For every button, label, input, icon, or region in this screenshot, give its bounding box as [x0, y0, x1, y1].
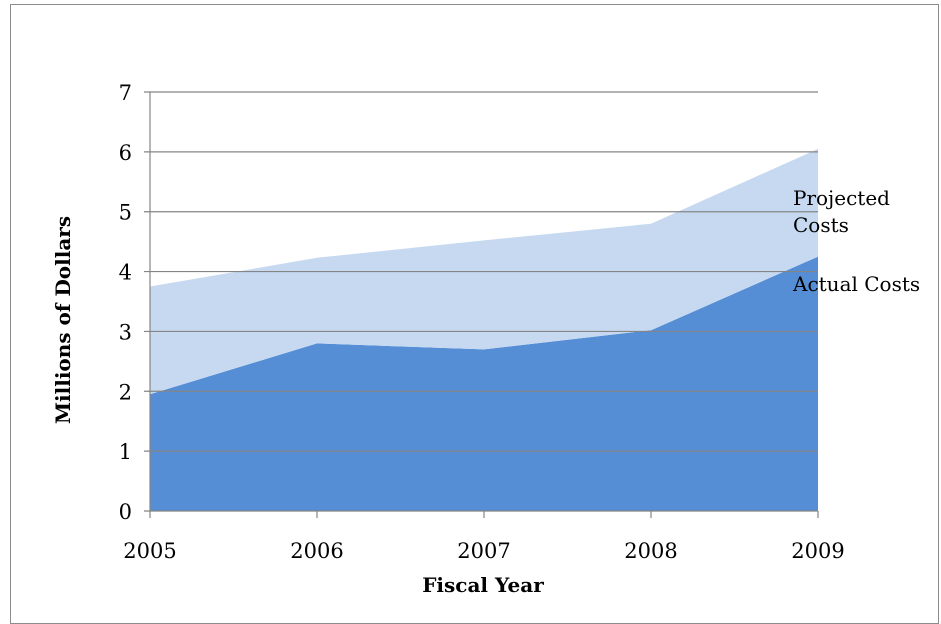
y-tick-label: 4 [119, 261, 132, 285]
x-tick-label: 2005 [123, 539, 176, 563]
y-tick-label: 7 [119, 81, 132, 105]
series-labels: Projected Costs Actual Costs [792, 186, 920, 296]
y-tick-label: 6 [119, 141, 132, 165]
y-tick-label: 1 [119, 440, 132, 464]
area-actual-costs [150, 256, 818, 511]
y-tick-label: 5 [119, 201, 132, 225]
y-tick-labels: 0 1 2 3 4 5 6 7 [119, 81, 132, 524]
y-tick-label: 0 [119, 500, 132, 524]
x-tick-label: 2009 [791, 539, 844, 563]
y-tick-label: 2 [119, 380, 132, 404]
series-label-projected-costs: Projected Costs [793, 186, 890, 237]
x-axis-title: Fiscal Year [422, 573, 544, 597]
x-tick-label: 2008 [624, 539, 677, 563]
x-tick-label: 2006 [290, 539, 343, 563]
series-label-actual-costs: Actual Costs [792, 272, 920, 296]
x-tick-labels: 2005 2006 2007 2008 2009 [123, 539, 844, 563]
area-layer [150, 148, 818, 511]
area-chart: 0 1 2 3 4 5 6 7 2005 2006 2007 2008 2009 Projected C… [51, 81, 920, 597]
y-axis-title: Millions of Dollars [51, 216, 75, 424]
x-tick-label: 2007 [457, 539, 510, 563]
y-tick-label: 3 [119, 320, 132, 344]
axes [144, 92, 819, 518]
gridlines [144, 91, 818, 452]
